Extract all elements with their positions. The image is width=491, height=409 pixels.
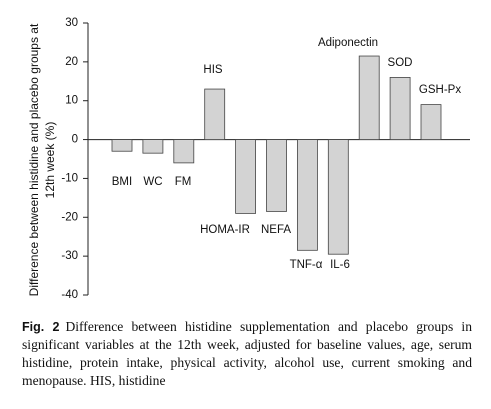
y-tick-label: 20 (65, 56, 78, 68)
y-tick-label: 0 (72, 134, 78, 146)
bar (327, 139, 349, 255)
y-tick-label: 10 (65, 95, 78, 107)
bar (420, 104, 442, 140)
caption-label: Fig. 2 (22, 320, 60, 334)
bar (111, 139, 133, 152)
bar (235, 139, 257, 214)
category-label: Adiponectin (318, 37, 378, 49)
y-tick-label: -20 (61, 211, 78, 223)
category-label: GSH-Px (419, 84, 461, 96)
category-label: NEFA (261, 224, 291, 236)
category-label: HOMA-IR (200, 224, 250, 236)
bar (173, 139, 195, 164)
bar (204, 88, 226, 140)
caption-text: Difference between histidine supplementa… (22, 319, 472, 388)
caption: Fig. 2 Difference between histidine suppl… (22, 318, 472, 390)
chart: -40 -30 -20 -10 0 10 20 30 BMI WC FM HIS HOMA-IR NEFA… (61, 17, 470, 301)
bar (266, 139, 287, 212)
category-label: TNF-α (290, 259, 323, 271)
y-tick-label: 30 (65, 17, 78, 29)
category-label: BMI (112, 176, 132, 188)
category-label: SOD (388, 57, 413, 69)
category-label: WC (143, 176, 162, 188)
y-axis-label: Difference between histidine and placebo… (27, 23, 57, 297)
bar (142, 139, 164, 154)
y-tick-label: -40 (61, 289, 78, 301)
category-label: IL-6 (330, 259, 350, 271)
bar (389, 77, 411, 140)
y-tick-label: -10 (61, 172, 78, 184)
y-tick-label: -30 (61, 250, 78, 262)
bar (358, 55, 380, 140)
category-label: FM (175, 176, 192, 188)
category-label: HIS (203, 64, 223, 76)
bar (296, 139, 318, 251)
